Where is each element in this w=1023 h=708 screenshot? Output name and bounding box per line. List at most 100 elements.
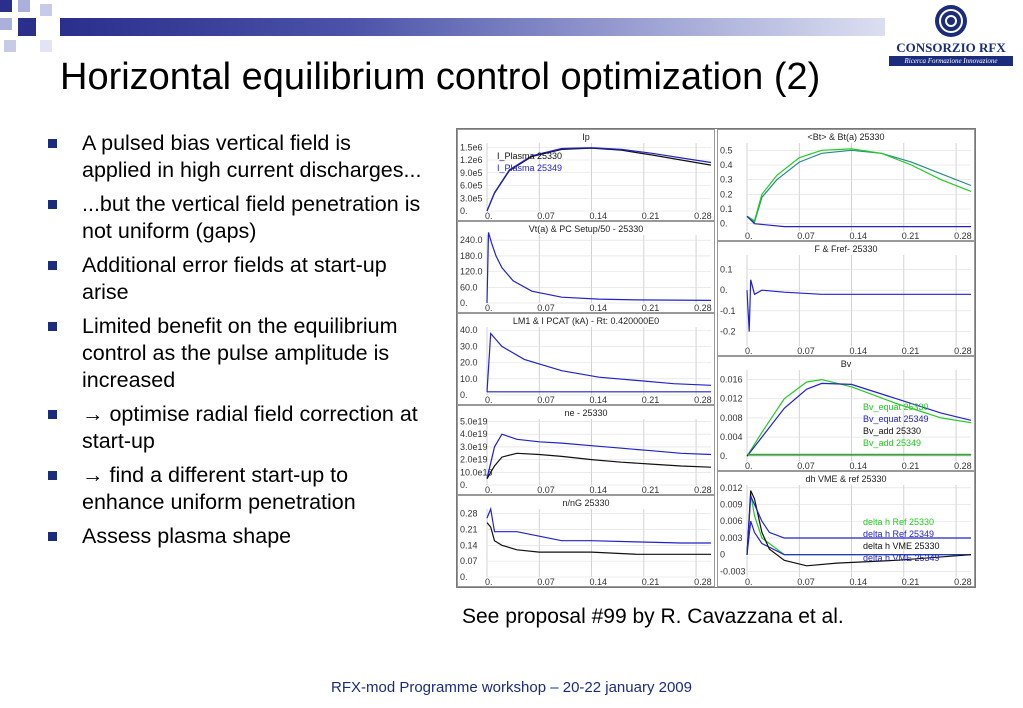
x-tick-label: 0.14	[850, 461, 868, 471]
bullet-text: → optimise radial field correction at st…	[82, 402, 418, 453]
plot-title: ne - 25330	[564, 408, 607, 418]
y-tick-label: 9.0e5	[460, 168, 483, 178]
y-tick-label: 180.0	[460, 251, 483, 261]
x-tick-label: 0.14	[590, 303, 608, 313]
series-line	[486, 332, 712, 392]
plot-frame	[457, 221, 715, 313]
y-tick-label: 0.1	[720, 264, 733, 274]
x-tick-label: 0.21	[902, 346, 920, 356]
bullet-square-icon	[48, 322, 57, 331]
plot-panel: 0. 0.07 0.14 0.21 0.28 0. 0.1 0.2 0.3 0.4 0.5 <Bt> …	[717, 129, 975, 241]
y-tick-label: 0.	[460, 480, 468, 490]
plot-panel: 0. 0.07 0.14 0.21 0.28 0. 0.004 0.008 0.012 0.016…	[717, 356, 975, 471]
x-tick-label: 0.21	[642, 303, 660, 313]
x-tick-label: 0.07	[537, 485, 555, 495]
y-tick-label: 0.28	[460, 509, 478, 519]
legend-entry: Bv_add 25349	[863, 438, 921, 448]
y-tick-label: 40.0	[460, 325, 478, 335]
y-tick-label: 0.004	[720, 432, 743, 442]
x-tick-label: 0.	[485, 211, 493, 221]
series-line	[486, 506, 711, 544]
x-tick-label: 0.28	[694, 211, 712, 221]
y-tick-label: 0.2	[720, 189, 733, 199]
y-tick-label: 2.0e19	[460, 455, 488, 465]
bullet-square-icon	[48, 200, 57, 209]
series-line	[486, 452, 712, 480]
bullet-text: Limited benefit on the equilibrium contr…	[82, 314, 398, 392]
plot-title: Vt(a) & PC Setup/50 - 25330	[529, 224, 644, 234]
plot-title: Bv	[841, 359, 852, 369]
series-line	[746, 148, 972, 222]
x-tick-label: 0.21	[642, 577, 660, 587]
x-tick-label: 0.14	[850, 577, 868, 587]
plot-panel: 0. 0.07 0.14 0.21 0.28 -0.003 0 0.003 0.006 0.009…	[717, 471, 975, 587]
bullet-square-icon	[48, 139, 57, 148]
plot-panel: 0. 0.07 0.14 0.21 0.28 0. 0.07 0.14 0.21 0.28 n/nG…	[457, 495, 715, 587]
plot-title: <Bt> & Bt(a) 25330	[807, 132, 884, 142]
bullet-square-icon	[48, 532, 57, 541]
x-tick-label: 0.21	[642, 211, 660, 221]
consorzio-rfx-logo: CONSORZIO RFX Ricerca Formazione Innovaz…	[885, 4, 1017, 68]
y-tick-label: 0.006	[720, 516, 743, 526]
y-tick-label: 4.0e19	[460, 429, 488, 439]
legend-entry: delta h Ref 25330	[863, 517, 934, 527]
x-tick-label: 0.21	[902, 461, 920, 471]
y-tick-label: 0.5	[720, 145, 733, 155]
series-line	[486, 232, 712, 304]
bullet-square-icon	[48, 471, 57, 480]
bullet-item: ...but the vertical field penetration is…	[46, 191, 426, 245]
series-line	[746, 378, 972, 457]
x-tick-label: 0.07	[797, 231, 815, 241]
x-tick-label: 0.28	[954, 577, 972, 587]
y-tick-label: 0.	[460, 572, 468, 582]
y-tick-label: 0.07	[460, 556, 478, 566]
series-line	[486, 147, 712, 212]
y-tick-label: 0.	[720, 451, 728, 461]
y-tick-label: 0.008	[720, 413, 743, 423]
series-line	[746, 521, 971, 556]
x-tick-label: 0.07	[797, 346, 815, 356]
bullet-text: A pulsed bias vertical field is applied …	[82, 131, 422, 182]
y-tick-label: -0.2	[720, 327, 736, 337]
bullet-item: Additional error fields at start-up aris…	[46, 252, 426, 306]
y-tick-label: 1.5e6	[460, 142, 483, 152]
x-tick-label: 0.14	[590, 395, 608, 405]
y-tick-label: 0.	[720, 285, 728, 295]
rfx-logo-icon	[935, 5, 967, 37]
logo-tagline: Ricerca Formazione Innovazione	[889, 56, 1013, 66]
x-tick-label: 0.14	[590, 211, 608, 221]
x-tick-label: 0.21	[642, 395, 660, 405]
y-tick-label: 0.	[460, 206, 468, 216]
plot-frame	[717, 356, 975, 471]
legend-entry: Bv_add 25330	[863, 426, 921, 436]
series-line	[746, 382, 972, 457]
x-tick-label: 0.28	[694, 395, 712, 405]
bullet-item: A pulsed bias vertical field is applied …	[46, 130, 426, 184]
plot-panel: 0. 0.07 0.14 0.21 0.28 0. 10.0 20.0 30.0 40.0 LM1 …	[457, 313, 715, 405]
y-tick-label: 0.	[460, 298, 468, 308]
series-line	[486, 522, 711, 555]
legend-entry: I_Plasma 25330	[497, 151, 562, 161]
y-tick-label: 0.4	[720, 160, 733, 170]
y-tick-label: 10.0e18	[460, 467, 493, 477]
x-tick-label: 0.	[485, 485, 493, 495]
y-tick-label: 0.14	[460, 540, 478, 550]
plot-panel: 0. 0.07 0.14 0.21 0.28 -0.2 -0.1 0. 0.1 F & Fref-…	[717, 241, 975, 356]
plot-title: F & Fref- 25330	[814, 244, 877, 254]
y-tick-label: 6.0e5	[460, 181, 483, 191]
y-tick-label: 240.0	[460, 235, 483, 245]
y-tick-label: 0.003	[720, 533, 743, 543]
x-tick-label: 0.	[485, 577, 493, 587]
y-tick-label: 0.1	[720, 204, 733, 214]
plot-panel: 0. 0.07 0.14 0.21 0.28 0. 60.0 120.0 180.0 240.0 V…	[457, 221, 715, 313]
x-tick-label: 0.21	[902, 577, 920, 587]
series-line	[746, 490, 972, 567]
series-line	[486, 433, 712, 479]
x-tick-label: 0.28	[954, 461, 972, 471]
bullet-text: Additional error fields at start-up aris…	[82, 253, 387, 304]
x-tick-label: 0.14	[590, 577, 608, 587]
y-tick-label: 0.3	[720, 175, 733, 185]
y-tick-label: 60.0	[460, 282, 478, 292]
series-line	[746, 279, 971, 332]
bullet-item: → optimise radial field correction at st…	[46, 401, 426, 455]
